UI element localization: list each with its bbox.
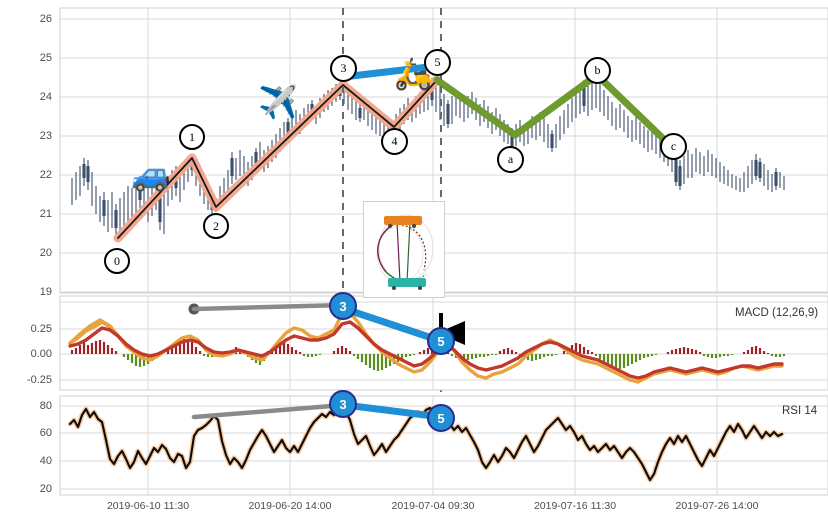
wave-marker-2[interactable]: 2 <box>203 213 229 239</box>
rsi-divergence-line <box>341 401 445 421</box>
wave-marker-0[interactable]: 0 <box>104 248 130 274</box>
price-ytick-25: 25 <box>39 52 52 64</box>
price-ytick-21: 21 <box>39 208 52 220</box>
price-divergence-line <box>339 62 441 81</box>
macd-ytick-025: 0.25 <box>30 323 52 335</box>
wave-marker-3[interactable]: 3 <box>330 55 357 82</box>
macd-panel-label: MACD (12,26,9) <box>735 307 819 319</box>
rollercoaster-inset <box>363 201 445 298</box>
corrective-wave-overlay <box>433 71 677 152</box>
rsi-series <box>67 405 785 483</box>
macd-line <box>68 311 784 384</box>
rollercoaster-inset-svg <box>376 214 434 290</box>
rsi-ytick-20: 20 <box>39 483 52 495</box>
wave-marker-b[interactable]: b <box>584 57 611 84</box>
xtick-label-0: 2019-06-10 11:30 <box>106 500 190 512</box>
price-ytick-20: 20 <box>39 247 52 259</box>
wave-marker-4[interactable]: 4 <box>381 128 408 155</box>
macd-marker-3[interactable]: 3 <box>329 292 357 320</box>
xtick-label-3: 2019-07-16 11:30 <box>533 500 617 512</box>
rsi-panel-label: RSI 14 <box>782 405 818 417</box>
price-ytick-26: 26 <box>39 13 52 25</box>
car-emoji: 🚙 <box>131 156 171 192</box>
rsi-ytick-40: 40 <box>39 455 52 467</box>
rsi-marker-5[interactable]: 5 <box>427 404 455 432</box>
impulse-wave-overlay <box>113 75 442 243</box>
rsi-ytick-80: 80 <box>39 400 52 412</box>
wave-marker-a[interactable]: a <box>497 146 524 173</box>
rsi-grid <box>59 395 828 496</box>
macd-marker-5[interactable]: 5 <box>427 327 455 355</box>
macd-divergence-line <box>341 305 445 345</box>
xtick-label-4: 2019-07-26 14:00 <box>675 500 759 512</box>
rsi-ytick-60: 60 <box>39 427 52 439</box>
macd-trend-line <box>188 302 347 315</box>
xtick-label-2: 2019-07-04 09:30 <box>391 500 475 512</box>
macd-ytick-000: 0.00 <box>30 348 52 360</box>
rsi-trend-line <box>191 402 347 420</box>
wave-marker-1[interactable]: 1 <box>179 124 205 150</box>
price-ytick-22: 22 <box>39 169 52 181</box>
macd-line-early <box>68 318 122 345</box>
price-ytick-19: 19 <box>39 286 52 298</box>
price-ytick-24: 24 <box>39 91 52 103</box>
price-ytick-23: 23 <box>39 130 52 142</box>
wave-marker-c[interactable]: c <box>660 133 687 160</box>
wave-marker-5[interactable]: 5 <box>424 49 451 76</box>
macd-signal-line <box>68 320 784 380</box>
macd-ytick-neg025: -0.25 <box>26 374 52 386</box>
rsi-marker-3[interactable]: 3 <box>329 390 357 418</box>
airplane-emoji: ✈️ <box>258 84 298 120</box>
xtick-label-1: 2019-06-20 14:00 <box>248 500 332 512</box>
